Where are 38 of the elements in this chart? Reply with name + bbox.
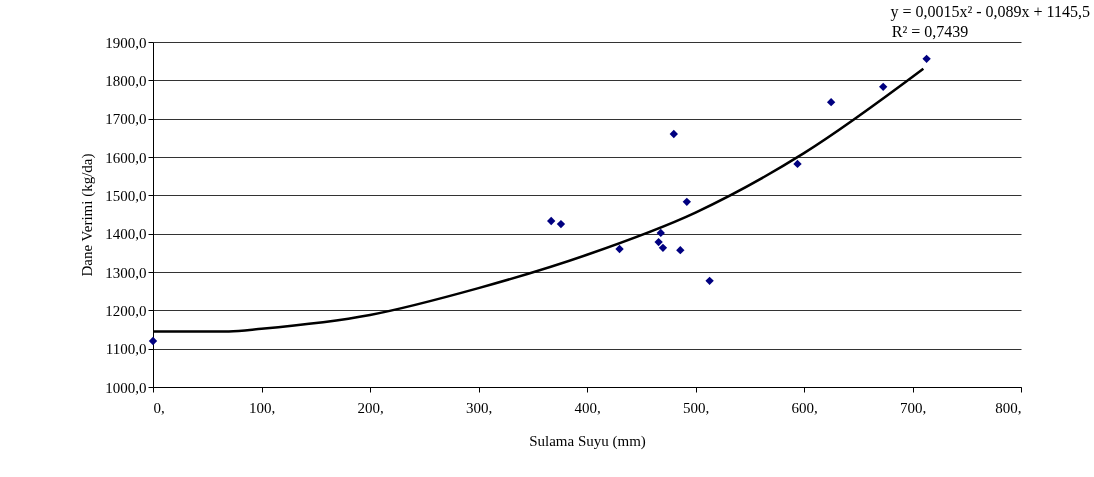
y-tick-label: 1200,0	[105, 302, 147, 319]
y-tick-label: 1900,0	[105, 34, 147, 51]
x-axis-title: Sulama Suyu (mm)	[529, 432, 646, 450]
point	[826, 98, 836, 107]
x-tick-label: 600,	[791, 399, 818, 416]
x-tick-label: 100,	[248, 399, 276, 416]
y-tick-label: 1000,0	[105, 379, 147, 396]
point	[922, 54, 931, 64]
x-tick-label: 300,	[465, 399, 493, 416]
y-tick-label: 1700,0	[105, 111, 147, 128]
point	[669, 129, 678, 139]
x-tick-label: 500,	[682, 399, 710, 416]
y-tick-label: 1400,0	[105, 226, 147, 243]
y-tick-label: 1100,0	[105, 341, 147, 358]
point	[656, 228, 665, 238]
point	[682, 197, 691, 207]
point	[148, 336, 158, 346]
x-tick-label: 800,	[995, 399, 1022, 416]
point	[793, 159, 802, 169]
point	[654, 237, 663, 247]
point	[676, 245, 685, 255]
y-tick-label: 1500,0	[105, 187, 147, 204]
text: R² = 0,7439	[891, 23, 969, 40]
x-tick-label: 400,	[574, 399, 601, 416]
point	[615, 244, 624, 254]
x-tick-label: 700,	[899, 399, 927, 416]
point	[879, 82, 888, 92]
y-axis-title: Dane Verimi (kg/da)	[79, 153, 97, 277]
x-tick-label: 0,	[153, 399, 165, 416]
y-tick-label: 1800,0	[105, 72, 147, 89]
text: y = 0,0015x² - 0,089x + 1145,5	[890, 3, 1090, 21]
y-tick-label: 1600,0	[105, 149, 147, 166]
point	[547, 216, 556, 226]
point	[658, 243, 668, 253]
y-tick-label: 1300,0	[105, 264, 147, 281]
point	[705, 276, 714, 285]
point	[556, 219, 566, 229]
x-tick-label: 200,	[357, 399, 384, 416]
